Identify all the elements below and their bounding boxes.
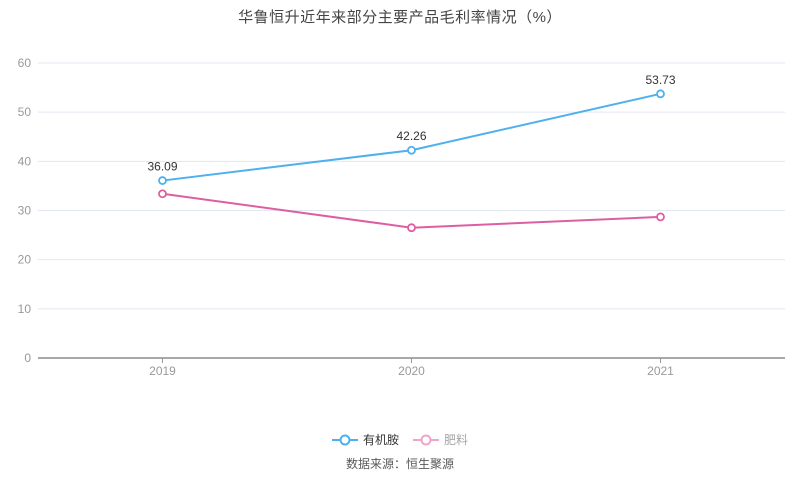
svg-text:40: 40	[18, 154, 32, 168]
svg-text:0: 0	[24, 351, 31, 365]
legend: 有机胺 肥料	[0, 433, 800, 447]
svg-text:30: 30	[18, 204, 32, 218]
svg-text:2020: 2020	[398, 364, 425, 378]
svg-text:50: 50	[18, 105, 32, 119]
svg-text:42.26: 42.26	[396, 129, 426, 143]
svg-text:2021: 2021	[647, 364, 674, 378]
legend-item-fertilizer[interactable]: 肥料	[413, 433, 468, 447]
legend-item-organic-amine[interactable]: 有机胺	[331, 433, 399, 447]
svg-text:60: 60	[18, 56, 32, 70]
svg-text:10: 10	[18, 302, 32, 316]
chart-title: 华鲁恒升近年来部分主要产品毛利率情况（%）	[238, 9, 562, 26]
legend-label: 肥料	[444, 433, 469, 447]
legend-label: 有机胺	[362, 433, 399, 447]
svg-text:53.73: 53.73	[645, 73, 675, 87]
svg-text:20: 20	[18, 253, 32, 267]
line-marker-icon	[413, 434, 439, 446]
data-source: 数据来源：恒生聚源	[345, 457, 454, 471]
line-marker-icon	[331, 434, 358, 446]
svg-text:36.09: 36.09	[147, 160, 177, 174]
svg-text:2019: 2019	[149, 364, 176, 378]
